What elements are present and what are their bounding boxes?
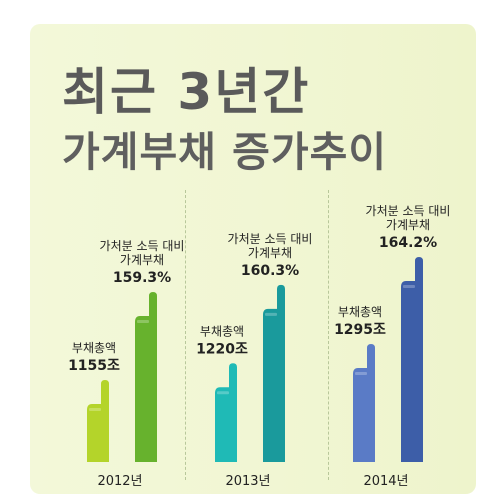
x-tick-label: 2014년 [363, 474, 408, 489]
title-line-1: 최근 3년간 [62, 63, 311, 121]
series-name-label: 부채총액 [72, 341, 116, 355]
bar-knuckle [217, 391, 229, 395]
group-divider [328, 190, 329, 480]
x-tick-label: 2012년 [97, 474, 142, 489]
bar [353, 344, 375, 462]
data-label: 164.2% [379, 235, 437, 251]
bar-knuckle [265, 312, 277, 316]
x-tick-label: 2013년 [225, 474, 270, 489]
bar [401, 257, 423, 462]
bar [87, 380, 109, 462]
data-label: 1220조 [196, 341, 248, 357]
series-name-label: 가계부채 [248, 246, 292, 260]
series-name-label: 가처분 소득 대비 [100, 239, 185, 253]
bar-knuckle [403, 285, 415, 288]
bar [215, 363, 237, 462]
series-name-label: 부채총액 [200, 324, 244, 338]
bar-knuckle [137, 320, 149, 323]
series-name-label: 가계부채 [386, 218, 430, 232]
title-line-2: 가계부채 증가추이 [62, 128, 388, 176]
group-divider [185, 190, 186, 480]
data-label: 1295조 [334, 322, 386, 338]
bar-knuckle [355, 372, 367, 375]
series-name-label: 가처분 소득 대비 [366, 204, 451, 218]
series-name-label: 부채총액 [338, 305, 382, 319]
bar [135, 292, 157, 462]
data-label: 159.3% [113, 270, 171, 286]
bar-knuckle [89, 408, 101, 411]
bar [263, 284, 285, 462]
data-label: 1155조 [68, 358, 120, 374]
data-label: 160.3% [241, 263, 299, 279]
series-name-label: 가처분 소득 대비 [228, 232, 313, 246]
series-name-label: 가계부채 [120, 253, 164, 267]
